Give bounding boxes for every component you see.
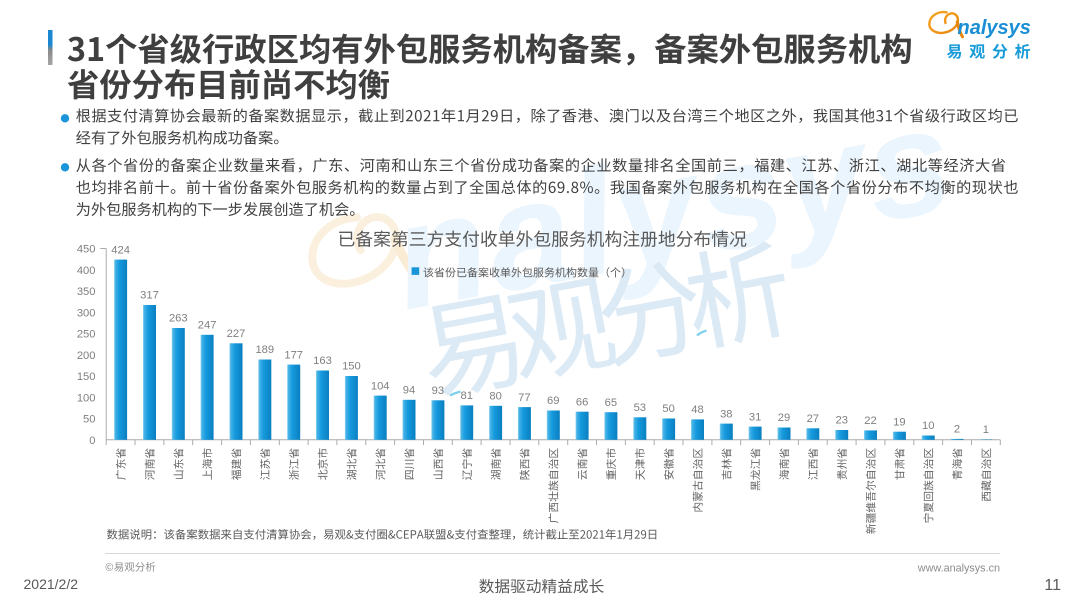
svg-text:2021/2/2: 2021/2/2 [24,576,79,592]
svg-text:29: 29 [778,412,790,424]
svg-text:65: 65 [605,397,617,409]
svg-text:189: 189 [255,344,274,356]
svg-text:53: 53 [634,402,646,414]
svg-text:80: 80 [489,391,501,403]
svg-text:38: 38 [720,408,732,420]
svg-text:50: 50 [83,414,95,426]
svg-text:81: 81 [460,390,472,402]
svg-text:247: 247 [198,320,217,332]
svg-text:150: 150 [342,361,361,373]
svg-text:50: 50 [662,403,674,415]
svg-text:400: 400 [77,265,96,277]
svg-text:263: 263 [169,313,188,325]
svg-text:www.analysys.cn: www.analysys.cn [917,563,1000,575]
svg-text:27: 27 [807,413,819,425]
svg-text:350: 350 [77,286,96,298]
svg-text:317: 317 [140,290,159,302]
svg-text:19: 19 [893,416,905,428]
svg-text:200: 200 [77,350,96,362]
svg-text:94: 94 [403,385,415,397]
svg-text:1: 1 [983,424,989,436]
svg-text:300: 300 [77,308,96,320]
svg-text:11: 11 [1044,577,1061,594]
svg-text:0: 0 [89,435,95,447]
svg-text:150: 150 [77,371,96,383]
svg-text:424: 424 [111,244,130,256]
svg-text:66: 66 [576,396,588,408]
svg-text:2: 2 [954,424,960,436]
svg-text:nalysys: nalysys [958,17,1031,39]
svg-text:69: 69 [547,395,559,407]
svg-text:177: 177 [284,349,303,361]
svg-text:22: 22 [864,415,876,427]
svg-text:163: 163 [313,355,332,367]
svg-text:31: 31 [749,411,761,423]
svg-text:48: 48 [691,404,703,416]
svg-text:77: 77 [518,392,530,404]
svg-text:104: 104 [371,380,390,392]
svg-text:100: 100 [77,393,96,405]
svg-text:227: 227 [227,328,246,340]
svg-text:450: 450 [77,244,96,256]
svg-text:250: 250 [77,329,96,341]
svg-text:23: 23 [835,415,847,427]
svg-text:10: 10 [922,420,934,432]
svg-text:93: 93 [432,385,444,397]
